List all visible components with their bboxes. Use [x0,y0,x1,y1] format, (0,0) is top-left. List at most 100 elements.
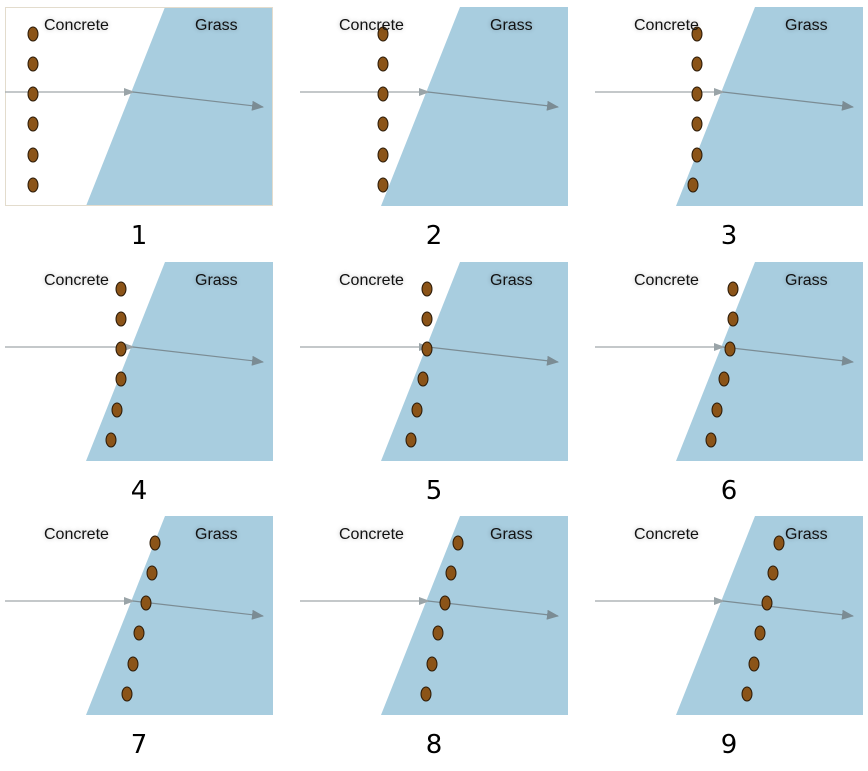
panel-graphic [5,516,273,715]
refracted-ray [427,346,559,366]
grass-region [676,262,863,461]
wheel-dot [426,656,438,672]
grass-label: Grass [785,526,828,543]
wheel-dot [411,402,423,418]
wheel-dot [377,177,389,193]
refracted-ray [722,346,854,366]
wheel-dot [377,56,389,72]
wheel-dot [432,625,444,641]
panel-graphic [300,262,568,461]
panel-number: 8 [425,730,443,760]
panel-graphic [5,262,273,461]
wheel-dot [377,116,389,132]
grass-region [381,7,568,206]
wheel-dot [421,281,433,297]
wheel-dot [105,432,117,448]
grass-label: Grass [195,526,238,543]
wheel-dot [27,147,39,163]
concrete-label: Concrete [634,272,699,289]
wheel-dot [377,86,389,102]
grass-label: Grass [490,272,533,289]
concrete-label: Concrete [44,526,109,543]
wheel-dot [405,432,417,448]
wheel-dot [711,402,723,418]
wheel-dot [452,535,464,551]
wheel-dot [741,686,753,702]
refracted-ray [722,91,854,111]
grass-label: Grass [785,17,828,34]
wheel-dot [140,595,152,611]
wheel-dot [691,147,703,163]
panel-number: 6 [720,476,738,506]
panel-9: Concrete Grass [595,516,863,715]
grass-label: Grass [785,272,828,289]
grass-region [381,516,568,715]
panel-number: 9 [720,730,738,760]
refracted-ray [427,91,559,111]
grass-label: Grass [490,526,533,543]
wheel-dot [146,565,158,581]
grass-label: Grass [195,272,238,289]
wheel-dot [27,116,39,132]
panel-1: Concrete Grass [5,7,273,206]
wheel-dot [420,686,432,702]
wheel-dot [691,116,703,132]
concrete-label: Concrete [339,17,404,34]
grass-region [86,516,273,715]
panel-8: Concrete Grass [300,516,568,715]
panel-2: Concrete Grass [300,7,568,206]
concrete-label: Concrete [634,526,699,543]
panel-graphic [595,7,863,206]
wheel-dot [761,595,773,611]
panel-5: Concrete Grass [300,262,568,461]
refracted-ray [132,91,264,111]
wheel-dot [27,26,39,42]
refracted-ray [722,600,854,620]
wheel-dot [111,402,123,418]
wheel-dot [727,281,739,297]
wheel-dot [724,341,736,357]
wheel-dot [727,311,739,327]
panel-7: Concrete Grass [5,516,273,715]
wheel-dot [377,147,389,163]
grass-region [676,7,863,206]
panel-number: 7 [130,730,148,760]
panel-6: Concrete Grass [595,262,863,461]
wheel-dot [421,341,433,357]
wheel-dot [27,86,39,102]
refracted-ray [132,600,264,620]
concrete-label: Concrete [634,17,699,34]
panel-graphic [595,516,863,715]
wheel-dot [421,311,433,327]
wheel-dot [691,26,703,42]
concrete-label: Concrete [44,17,109,34]
panel-graphic [5,7,273,206]
wheel-dot [748,656,760,672]
panel-number: 5 [425,476,443,506]
wheel-dot [115,341,127,357]
wheel-dot [773,535,785,551]
wheel-dot [127,656,139,672]
wheel-dot [121,686,133,702]
wheel-dot [705,432,717,448]
wheel-dot [133,625,145,641]
panel-border [5,7,273,206]
panel-number: 1 [130,221,148,251]
wheel-dot [691,56,703,72]
grass-label: Grass [490,17,533,34]
wheel-dot [27,177,39,193]
concrete-label: Concrete [339,272,404,289]
grass-region [676,516,863,715]
wheel-dot [115,371,127,387]
grass-region [381,262,568,461]
wheel-dot [149,535,161,551]
panel-4: Concrete Grass [5,262,273,461]
wheel-dot [754,625,766,641]
panel-number: 2 [425,221,443,251]
panel-graphic [300,516,568,715]
concrete-label: Concrete [339,526,404,543]
panel-number: 3 [720,221,738,251]
panel-graphic [595,262,863,461]
wheel-dot [115,311,127,327]
wheel-dot [718,371,730,387]
